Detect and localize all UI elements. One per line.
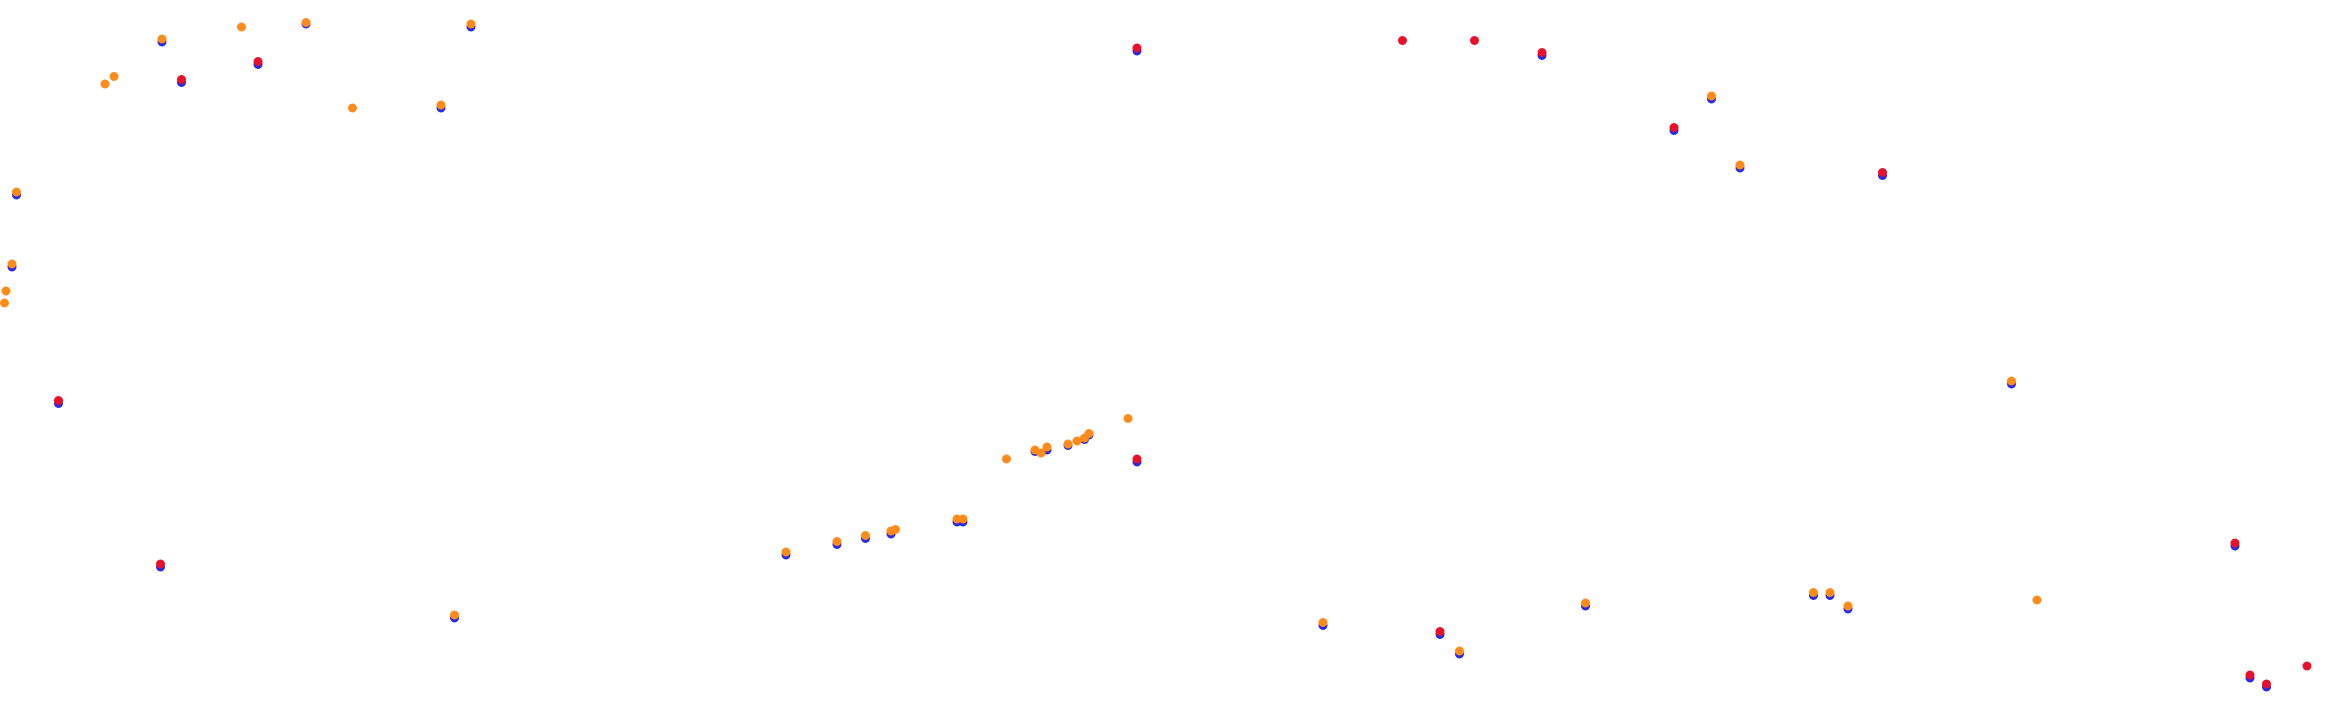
point bbox=[861, 531, 870, 540]
point bbox=[1036, 448, 1046, 458]
point bbox=[781, 547, 791, 557]
point bbox=[1042, 442, 1052, 452]
point bbox=[466, 19, 476, 29]
point bbox=[157, 34, 167, 44]
point bbox=[109, 72, 119, 81]
point bbox=[436, 100, 446, 110]
point bbox=[1063, 439, 1073, 449]
point bbox=[1809, 588, 1818, 597]
point bbox=[1825, 588, 1835, 597]
point bbox=[2032, 595, 2042, 605]
point bbox=[1398, 36, 1407, 45]
point bbox=[156, 559, 165, 569]
point bbox=[12, 187, 21, 197]
point bbox=[1072, 436, 1082, 446]
point bbox=[100, 79, 110, 89]
point bbox=[253, 57, 263, 66]
point bbox=[1318, 618, 1328, 627]
point bbox=[1435, 627, 1445, 636]
point bbox=[1669, 123, 1679, 132]
point bbox=[348, 103, 357, 113]
point bbox=[1132, 454, 1142, 464]
point bbox=[0, 298, 9, 308]
point bbox=[7, 259, 17, 269]
point bbox=[1455, 646, 1464, 656]
point bbox=[1, 286, 11, 296]
point bbox=[1123, 414, 1133, 423]
point bbox=[891, 525, 900, 534]
point bbox=[1470, 36, 1479, 45]
point bbox=[301, 18, 311, 27]
point bbox=[2302, 661, 2312, 671]
point bbox=[1735, 160, 1745, 170]
point bbox=[1878, 168, 1887, 177]
point bbox=[2262, 679, 2271, 689]
point bbox=[1002, 454, 1011, 464]
point bbox=[1537, 48, 1547, 57]
point bbox=[450, 610, 459, 620]
point bbox=[958, 514, 968, 524]
point bbox=[2007, 376, 2016, 386]
point bbox=[54, 396, 63, 405]
point bbox=[1084, 429, 1094, 438]
point bbox=[1132, 43, 1142, 53]
point bbox=[2230, 538, 2240, 548]
point bbox=[1581, 598, 1590, 608]
point bbox=[2245, 670, 2255, 680]
point bbox=[237, 22, 246, 32]
point bbox=[1843, 601, 1853, 611]
point bbox=[1707, 91, 1716, 101]
point bbox=[177, 75, 186, 84]
point bbox=[832, 537, 842, 546]
